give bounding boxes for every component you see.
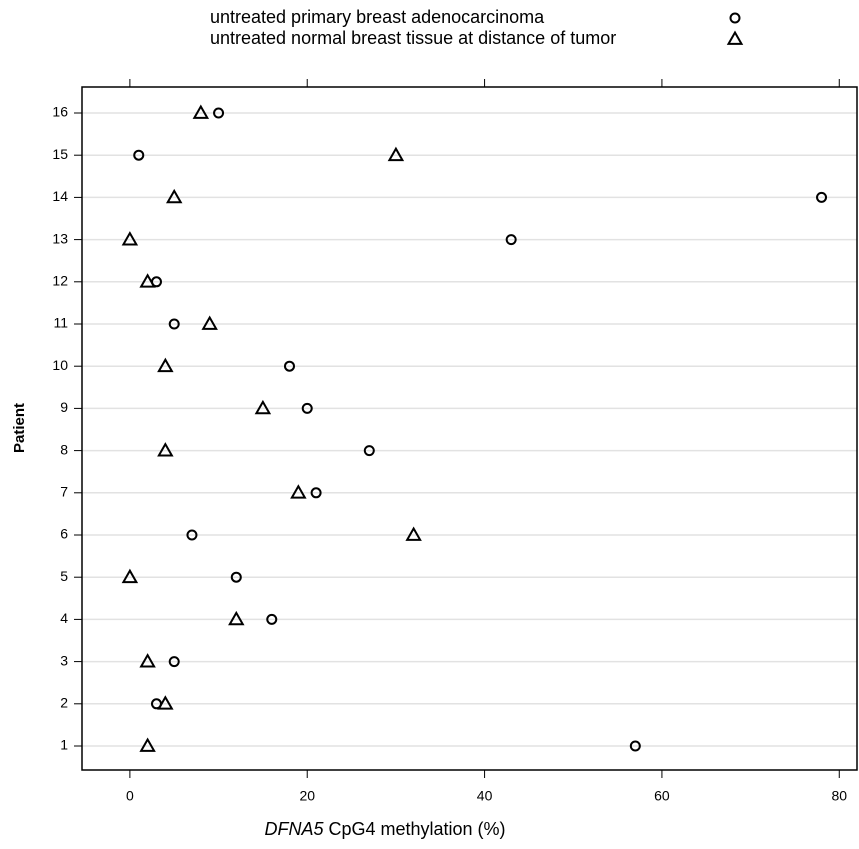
- data-point: [121, 231, 139, 246]
- data-point: [157, 695, 174, 710]
- y-tick-label: 12: [52, 273, 68, 289]
- data-point: [301, 402, 313, 414]
- data-point: [254, 399, 272, 415]
- data-point: [121, 568, 139, 584]
- data-point: [629, 740, 641, 752]
- y-tick-label: 2: [60, 695, 68, 711]
- data-point: [505, 234, 517, 246]
- data-point: [165, 188, 183, 204]
- data-point: [290, 484, 307, 499]
- data-point: [387, 146, 405, 162]
- y-tick-label: 10: [52, 357, 68, 373]
- data-point: [133, 149, 145, 161]
- legend-label: untreated primary breast adenocarcinoma: [210, 7, 545, 27]
- data-point: [213, 107, 225, 119]
- legend-marker: [726, 30, 744, 45]
- x-tick-label: 80: [831, 788, 847, 804]
- data-point: [816, 191, 828, 203]
- data-point: [168, 318, 180, 330]
- legend-marker: [729, 12, 741, 24]
- y-tick-label: 16: [52, 104, 68, 120]
- x-tick-label: 60: [654, 788, 670, 804]
- data-point: [139, 737, 156, 752]
- x-axis-label: DFNA5 CpG4 methylation (%): [264, 819, 505, 839]
- data-point: [157, 357, 174, 373]
- y-axis-label: Patient: [11, 403, 28, 453]
- y-tick-label: 4: [60, 610, 68, 626]
- data-point: [186, 529, 198, 541]
- data-point: [228, 610, 245, 626]
- x-tick-label: 0: [126, 788, 134, 804]
- y-tick-label: 5: [60, 568, 68, 584]
- data-point: [168, 656, 180, 668]
- y-tick-label: 14: [52, 188, 68, 204]
- data-point: [266, 613, 278, 625]
- data-point: [405, 526, 422, 541]
- y-tick-label: 1: [60, 737, 68, 753]
- data-point: [201, 315, 218, 330]
- y-tick-label: 11: [53, 315, 68, 331]
- data-point: [363, 445, 375, 457]
- data-point: [192, 104, 210, 119]
- y-tick-label: 7: [60, 484, 68, 500]
- y-tick-label: 9: [60, 399, 68, 415]
- y-tick-label: 15: [52, 146, 68, 162]
- y-tick-label: 13: [52, 230, 68, 246]
- plot-frame: [81, 86, 858, 771]
- data-point: [139, 273, 156, 288]
- legend-label: untreated normal breast tissue at distan…: [210, 28, 616, 48]
- data-point: [230, 571, 242, 583]
- x-tick-label: 20: [299, 788, 315, 804]
- y-tick-label: 3: [60, 652, 68, 668]
- data-point: [157, 442, 174, 457]
- y-tick-label: 6: [60, 526, 68, 542]
- data-point: [139, 653, 156, 668]
- data-point: [310, 487, 322, 499]
- x-tick-label: 40: [477, 788, 493, 804]
- y-tick-label: 8: [60, 441, 68, 457]
- data-point: [283, 360, 295, 372]
